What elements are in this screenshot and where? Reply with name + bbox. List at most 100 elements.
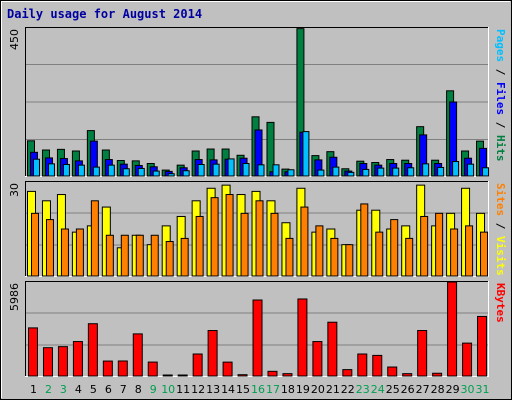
x-tick-label: 6: [105, 383, 112, 396]
sites-bar: [45, 219, 54, 277]
sites-bar: [90, 200, 99, 277]
x-tick-label: 10: [161, 383, 175, 396]
kbytes-bar: [162, 374, 173, 377]
sites-visits-legend-part: Visits: [494, 236, 507, 276]
sites-bar: [480, 231, 489, 277]
y-max-label: 5986: [8, 283, 21, 311]
x-tick-label: 29: [446, 383, 460, 396]
sites-bar: [420, 215, 429, 277]
sites-bar: [225, 194, 234, 277]
x-tick-label: 17: [266, 383, 280, 396]
pages-bar: [152, 170, 160, 177]
pages-bar: [227, 158, 235, 177]
pages-bar: [242, 163, 250, 177]
kbytes-legend: KBytes: [494, 283, 507, 323]
sites-visits-legend-part: Sites: [494, 183, 507, 216]
pages-bar: [122, 168, 130, 177]
pages-bar: [287, 169, 295, 177]
y-max-label: 450: [8, 29, 21, 50]
sites-bar: [210, 197, 219, 277]
kbytes-bar: [102, 360, 113, 377]
kbytes-bar: [117, 360, 128, 377]
x-tick-label: 4: [75, 383, 82, 396]
pages-bar: [482, 167, 490, 177]
pages-bar: [272, 164, 280, 177]
kbytes-bar: [462, 342, 473, 377]
kbytes-bar: [417, 330, 428, 377]
sites-bar: [60, 228, 69, 277]
x-tick-label: 7: [120, 383, 127, 396]
kbytes-bar: [87, 323, 98, 377]
kbytes-panel: [25, 281, 489, 377]
sites-bar: [165, 241, 174, 277]
pages-bar: [107, 164, 115, 177]
x-tick-label: 13: [206, 383, 220, 396]
sites-bar: [300, 206, 309, 277]
pages-bar: [167, 173, 175, 177]
x-tick-label: 20: [311, 383, 325, 396]
kbytes-bar: [342, 369, 353, 377]
pages-bar: [317, 169, 325, 177]
kbytes-bar: [222, 361, 233, 377]
visits-sites-panel: [25, 181, 489, 277]
pages-bar: [362, 168, 370, 177]
x-tick-label: 12: [191, 383, 205, 396]
sites-visits-legend-part: /: [494, 216, 507, 236]
pages-bar: [212, 163, 220, 177]
frame-highlight-top: [1, 1, 510, 2]
pages-bar: [452, 161, 460, 177]
sites-bar: [180, 237, 189, 277]
sites-bar: [75, 228, 84, 277]
kbytes-legend-part: KBytes: [494, 283, 507, 323]
pages-bar: [197, 163, 205, 177]
sites-bar: [390, 219, 399, 277]
sites-bar: [195, 215, 204, 277]
kbytes-bar: [357, 353, 368, 377]
kbytes-bar: [132, 333, 143, 377]
chart-title: Daily usage for August 2014: [7, 7, 203, 21]
pages-files-hits-legend-part: Files: [494, 82, 507, 115]
pages-bar: [377, 167, 385, 177]
sites-bar: [255, 200, 264, 277]
pages-files-hits-legend-part: Pages: [494, 29, 507, 62]
kbytes-bar: [402, 373, 413, 377]
kbytes-bar: [432, 372, 443, 377]
kbytes-bar: [447, 281, 458, 377]
kbytes-bar: [282, 373, 293, 377]
kbytes-bar: [177, 374, 188, 377]
hits-files-pages-panel: [25, 27, 490, 177]
x-tick-label: 18: [281, 383, 295, 396]
kbytes-bar: [28, 327, 38, 377]
kbytes-bar: [372, 354, 383, 377]
sites-bar: [345, 244, 354, 277]
x-tick-label: 3: [60, 383, 67, 396]
x-tick-label: 5: [90, 383, 97, 396]
pages-bar: [347, 171, 355, 177]
sites-bar: [105, 234, 114, 277]
x-tick-label: 23: [356, 383, 370, 396]
x-axis: 1 2 3 4 5 6 7 8 9 10 11 12 13 14 15 16 17 18 19 20 21 22 23 24 2…: [30, 383, 490, 396]
kbytes-bar: [207, 330, 218, 377]
kbytes-bar: [312, 341, 323, 377]
x-tick-label: 1: [30, 383, 37, 396]
kbytes-bar: [252, 299, 263, 377]
x-tick-label: 8: [135, 383, 142, 396]
kbytes-bar: [72, 341, 83, 377]
kbytes-bar: [42, 347, 53, 377]
pages-bar: [257, 164, 265, 177]
x-tick-label: 26: [401, 383, 415, 396]
sites-visits-legend: Sites / Visits: [494, 183, 507, 276]
sites-bar: [150, 234, 159, 277]
x-tick-label: 27: [416, 383, 430, 396]
pages-files-hits-legend-part: Hits: [494, 135, 507, 162]
sites-bar: [435, 212, 444, 277]
sites-bar: [405, 237, 414, 277]
x-tick-label: 16: [251, 383, 265, 396]
pages-bar: [407, 167, 415, 177]
sites-bar: [315, 225, 324, 277]
x-tick-label: 15: [236, 383, 250, 396]
pages-files-hits-legend-part: /: [494, 62, 507, 82]
sites-bar: [375, 231, 384, 277]
pages-bar: [182, 170, 190, 177]
